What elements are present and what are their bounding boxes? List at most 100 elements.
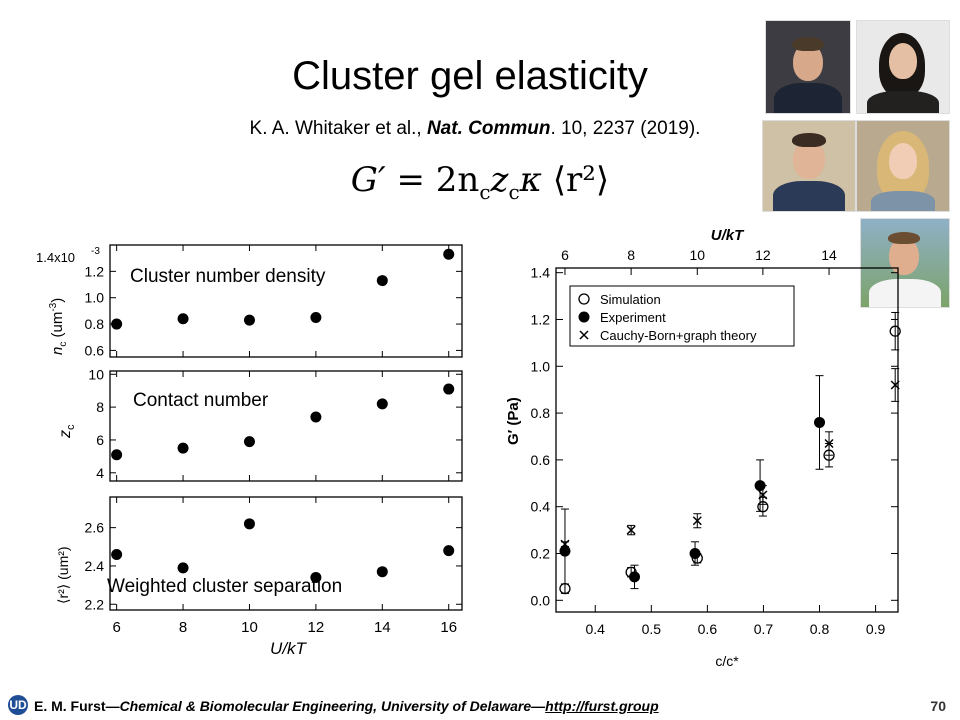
modulus-formula: G′ = 2nczcκ ⟨r²⟩	[320, 160, 640, 204]
page-number: 70	[930, 698, 946, 714]
experiment-point	[628, 571, 640, 583]
data-point	[443, 545, 455, 557]
y-tick-label: 0.6	[531, 452, 551, 468]
top-x-tick-label: 14	[821, 247, 837, 263]
y-scale-note: 1.4x10	[36, 250, 75, 265]
y-tick-label: 0.6	[85, 342, 105, 358]
experiment-point	[559, 545, 571, 557]
y-tick-label: 10	[88, 366, 104, 382]
citation-rest: . 10, 2237 (2019).	[550, 118, 701, 139]
y-tick-label: 0.4	[531, 499, 551, 515]
author-photo-1	[765, 20, 851, 114]
theory-point	[692, 516, 702, 526]
x-tick-label: 6	[112, 619, 120, 636]
top-x-tick-label: 12	[755, 247, 771, 263]
slide-title: Cluster gel elasticity	[292, 54, 648, 98]
data-point	[243, 314, 255, 326]
panel-frame-1	[109, 244, 463, 358]
x-tick-label: 16	[440, 619, 457, 636]
author-photo-2	[856, 20, 950, 114]
y-tick-label: 1.0	[531, 358, 551, 374]
y-scale-exponent: -3	[91, 246, 100, 257]
x-tick-label: 8	[179, 619, 187, 636]
y-tick-label: 2.6	[85, 520, 105, 536]
y-tick-label: 1.4	[531, 265, 551, 281]
y-tick-label: 6	[96, 432, 104, 448]
simulation-point	[889, 325, 901, 337]
x-tick-label: 0.6	[698, 621, 718, 637]
data-point	[177, 442, 189, 454]
university-logo: UD	[8, 695, 28, 715]
y-tick-label: 1.2	[531, 311, 551, 327]
footer-affiliation: —Chemical & Biomolecular Engineering, Un…	[105, 698, 546, 714]
y-axis-label-density: nc (um-3)	[48, 298, 69, 355]
footer-credit: E. M. Furst—Chemical & Biomolecular Engi…	[34, 698, 659, 714]
author-photo-4	[856, 120, 950, 212]
y-tick-label: 0.8	[531, 405, 551, 421]
data-point	[310, 571, 322, 583]
x-tick-label: 0.9	[866, 621, 886, 637]
data-point	[310, 311, 322, 323]
x-tick-label: 10	[241, 619, 258, 636]
data-point	[111, 548, 123, 560]
formula-kappa: κ	[519, 160, 542, 200]
data-point	[111, 318, 123, 330]
top-x-tick-label: 6	[561, 247, 569, 263]
data-point	[443, 383, 455, 395]
panel-frame-3	[109, 496, 463, 611]
x-tick-label: 0.7	[754, 621, 774, 637]
formula-lhs: G′	[350, 160, 386, 200]
formula-sub-nc: c	[479, 179, 491, 204]
formula-r2: ⟨r²⟩	[552, 160, 610, 200]
formula-rhs: = 2n	[396, 160, 480, 200]
theory-point	[758, 490, 768, 500]
legend-label: Cauchy-Born+graph theory	[600, 328, 757, 343]
formula-z: z	[490, 160, 509, 200]
footer-link[interactable]: http://furst.group	[545, 698, 659, 714]
top-x-tick-label: 10	[689, 247, 705, 263]
citation-journal: Nat. Commun	[426, 118, 551, 139]
x-axis-label: U/kT	[270, 639, 308, 658]
x-tick-label: 0.4	[586, 621, 606, 637]
data-point	[376, 566, 388, 578]
legend-label: Simulation	[600, 292, 661, 307]
y-tick-label: 1.2	[85, 263, 105, 279]
experiment-point	[814, 416, 826, 428]
data-point	[376, 398, 388, 410]
plot-frame	[555, 267, 899, 613]
data-point	[177, 562, 189, 574]
data-point	[243, 436, 255, 448]
legend-marker-simulation	[578, 293, 590, 305]
data-point	[310, 411, 322, 423]
citation-authors: K. A. Whitaker et al.,	[249, 118, 427, 139]
theory-point	[824, 438, 834, 449]
legend-box	[569, 285, 795, 347]
author-photo-3	[762, 120, 856, 212]
x-tick-label: 0.5	[642, 621, 662, 637]
top-x-tick-label: 8	[627, 247, 635, 263]
data-point	[376, 275, 388, 287]
data-point	[443, 248, 455, 260]
y-tick-label: 1.0	[85, 290, 105, 306]
theory-point	[626, 525, 636, 535]
data-point	[243, 518, 255, 530]
x-tick-label: 12	[308, 619, 325, 636]
formula-sub-zc: c	[508, 179, 520, 204]
y-tick-label: 0.2	[531, 545, 551, 561]
y-axis-label-separation: ⟨r²⟩ (um²)	[55, 546, 71, 604]
y-tick-label: 8	[96, 399, 104, 415]
panel-label: Cluster number density	[130, 266, 326, 287]
y-tick-label: 4	[96, 465, 104, 481]
citation: K. A. Whitaker et al., Nat. Commun. 10, …	[150, 118, 800, 140]
panel-frame-2	[109, 370, 463, 482]
top-x-axis-label: U/kT	[711, 227, 745, 244]
y-tick-label: 2.2	[85, 596, 105, 612]
legend-marker-theory	[579, 330, 589, 340]
legend-marker-experiment	[578, 311, 590, 323]
data-point	[111, 449, 123, 461]
y-tick-label: 2.4	[85, 558, 105, 574]
x-axis-label: c/c*	[715, 653, 739, 669]
panel-label: Weighted cluster separation	[107, 576, 342, 597]
